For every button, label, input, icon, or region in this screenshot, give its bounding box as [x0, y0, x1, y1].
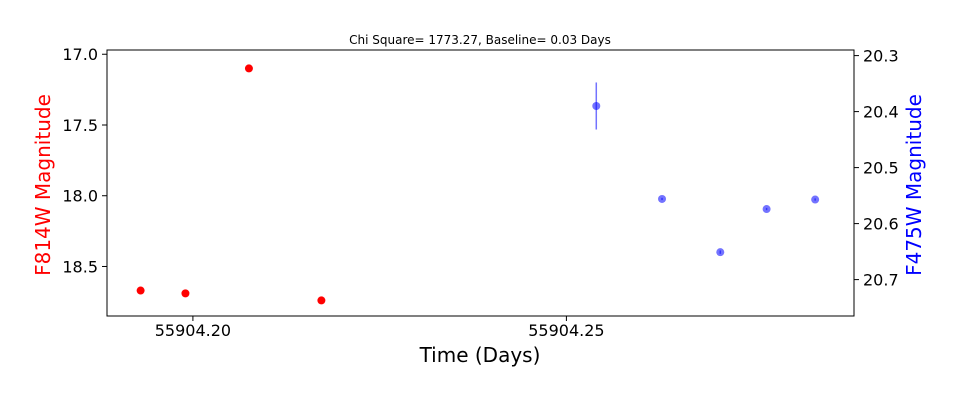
f814w-point: [136, 286, 145, 295]
right-y-axis-ticks: 20.3 20.4 20.5 20.6 20.7: [854, 47, 899, 290]
f814w-point: [181, 289, 190, 298]
left-y-axis-ticks: 17.0 17.5 18.0 18.5: [62, 45, 107, 276]
left-y-tick-label: 17.0: [62, 45, 98, 64]
right-y-tick-label: 20.4: [863, 103, 899, 122]
right-y-tick-label: 20.7: [863, 271, 899, 290]
right-y-axis-label: F475W Magnitude: [902, 94, 926, 276]
f814w-point: [244, 64, 253, 73]
left-y-tick-label: 17.5: [62, 116, 98, 135]
left-y-tick-label: 18.5: [62, 257, 98, 276]
x-tick-label: 55904.20: [155, 321, 231, 340]
right-y-tick-label: 20.3: [863, 47, 899, 66]
plot-frame: [106, 49, 855, 317]
chart-title: Chi Square= 1773.27, Baseline= 0.03 Days: [349, 33, 611, 47]
right-y-tick-label: 20.5: [863, 159, 899, 178]
left-y-axis-label: F814W Magnitude: [31, 94, 55, 276]
f475w-point: [716, 248, 725, 257]
f475w-point: [592, 102, 601, 110]
left-y-tick-label: 18.0: [62, 187, 98, 206]
x-tick-label: 55904.25: [528, 321, 604, 340]
x-axis-ticks: 55904.20 55904.25: [155, 316, 605, 340]
f475w-point: [811, 195, 820, 204]
x-axis-label: Time (Days): [419, 343, 541, 367]
right-y-tick-label: 20.6: [863, 215, 899, 234]
f475w-point: [658, 194, 667, 203]
f475w-point: [762, 205, 771, 214]
f814w-point: [317, 296, 326, 305]
data-marks: [136, 64, 820, 305]
